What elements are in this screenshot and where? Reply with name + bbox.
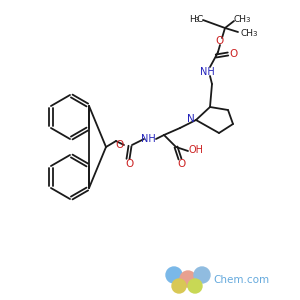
Text: OH: OH bbox=[188, 145, 203, 155]
Text: NH: NH bbox=[141, 134, 155, 144]
Text: Chem.com: Chem.com bbox=[213, 275, 269, 285]
Text: O: O bbox=[116, 140, 124, 150]
Text: 3: 3 bbox=[194, 17, 199, 23]
Text: O: O bbox=[125, 159, 133, 169]
Text: 3: 3 bbox=[246, 17, 250, 23]
Text: CH: CH bbox=[241, 28, 254, 38]
Text: NH: NH bbox=[200, 67, 214, 77]
Text: O: O bbox=[177, 159, 185, 169]
Text: C: C bbox=[197, 14, 203, 23]
Text: CH: CH bbox=[233, 14, 247, 23]
Circle shape bbox=[166, 267, 182, 283]
Circle shape bbox=[194, 267, 210, 283]
Circle shape bbox=[188, 279, 202, 293]
Text: N: N bbox=[187, 114, 195, 124]
Circle shape bbox=[172, 279, 186, 293]
Text: O: O bbox=[216, 36, 224, 46]
Text: H: H bbox=[190, 14, 196, 23]
Text: 3: 3 bbox=[253, 31, 257, 37]
Circle shape bbox=[180, 271, 196, 287]
Text: O: O bbox=[229, 49, 237, 59]
